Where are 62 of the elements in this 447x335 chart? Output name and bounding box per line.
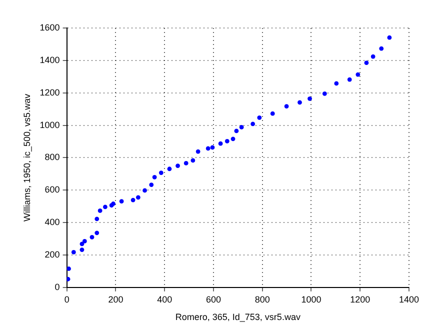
- y-tick-label: 1600: [40, 22, 60, 32]
- y-tick-label: 200: [44, 249, 60, 260]
- point: [298, 100, 302, 105]
- point: [149, 182, 154, 187]
- point: [234, 128, 239, 134]
- point: [82, 238, 87, 244]
- point: [119, 199, 124, 204]
- point: [356, 72, 360, 77]
- point: [190, 158, 196, 163]
- y-tick-label: 400: [44, 217, 60, 228]
- x-tick-label: 1000: [301, 294, 322, 304]
- point: [364, 60, 369, 66]
- y-tick-label: 1400: [40, 54, 60, 65]
- x-axis-title: Romero, 365, Id_753, vsr5.wav: [175, 312, 301, 322]
- x-tick-label: 800: [254, 294, 270, 304]
- point: [334, 81, 339, 86]
- x-tick-label: 1400: [398, 294, 420, 304]
- point: [387, 35, 392, 40]
- point: [152, 174, 157, 180]
- x-tick-label: 200: [108, 294, 124, 304]
- x-tick-label: 600: [206, 294, 221, 304]
- y-tick-label: 0: [54, 282, 60, 292]
- point: [322, 91, 327, 96]
- point: [136, 195, 140, 200]
- point: [270, 111, 275, 116]
- x-tick-label: 0: [64, 294, 70, 304]
- point: [257, 115, 262, 120]
- y-axis-title: Williams, 1950, ic_500, vs5.wav: [22, 93, 32, 222]
- point: [176, 164, 180, 168]
- point: [130, 198, 136, 202]
- point: [196, 149, 200, 154]
- y-tick-label: 1000: [40, 120, 60, 130]
- point: [66, 266, 71, 271]
- x-tick-label: 1200: [350, 294, 370, 304]
- y-tick-label: 600: [44, 184, 60, 195]
- point: [71, 250, 76, 254]
- point: [224, 138, 230, 144]
- point: [210, 145, 215, 150]
- point: [347, 77, 352, 82]
- point: [102, 204, 108, 210]
- point: [184, 161, 188, 166]
- point: [239, 125, 244, 130]
- point: [98, 208, 102, 213]
- point: [94, 216, 100, 222]
- point: [90, 234, 94, 240]
- y-tick-label: 800: [44, 152, 60, 162]
- point: [80, 248, 84, 252]
- point: [66, 276, 70, 282]
- point: [250, 122, 256, 126]
- x-tick-label: 400: [157, 294, 172, 304]
- point: [218, 141, 223, 146]
- point: [379, 46, 384, 51]
- point: [206, 146, 210, 151]
- point: [370, 54, 376, 59]
- point: [230, 136, 236, 142]
- point: [142, 188, 147, 193]
- point: [94, 230, 100, 236]
- point: [308, 96, 312, 101]
- y-tick-label: 1200: [40, 87, 60, 98]
- point: [158, 170, 164, 175]
- point: [167, 166, 172, 172]
- point: [284, 104, 289, 109]
